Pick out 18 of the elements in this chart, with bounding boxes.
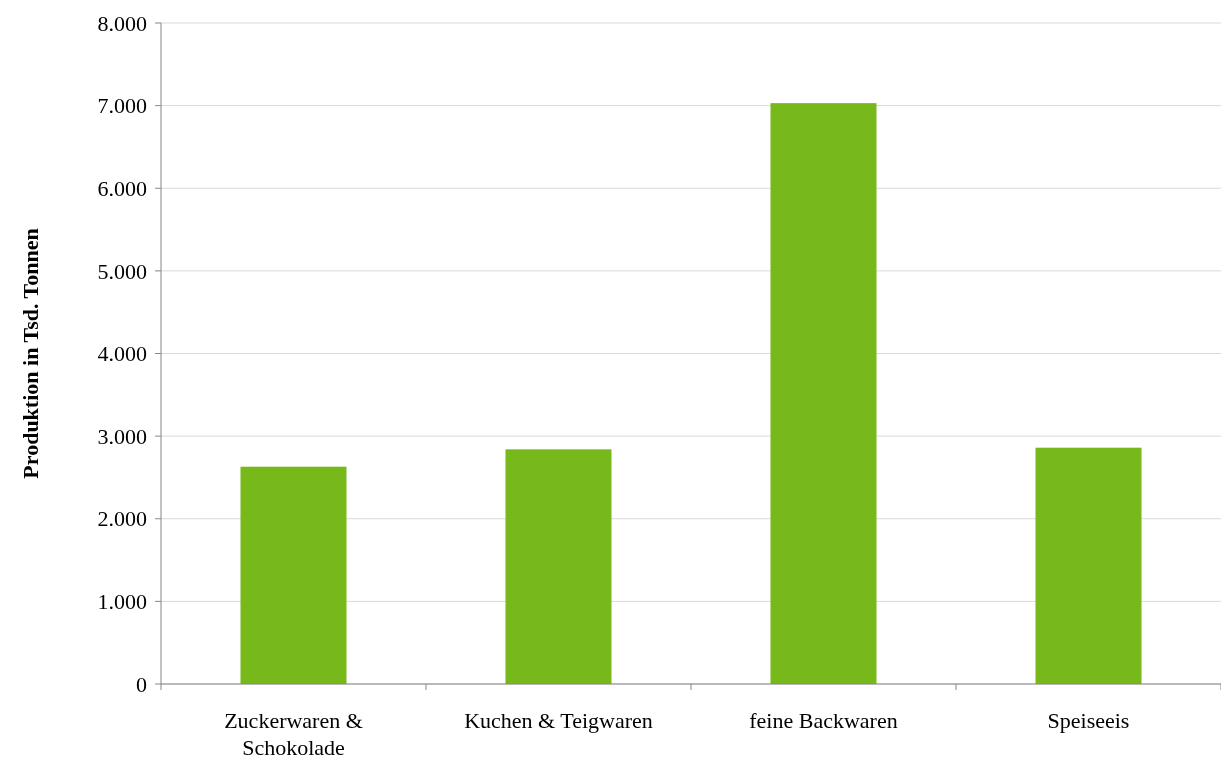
x-tick-label: Speiseeis	[1047, 708, 1130, 733]
bar	[240, 466, 347, 684]
bar	[1035, 447, 1142, 684]
y-tick-label: 2.000	[97, 506, 147, 532]
y-axis-title: Produktion in Tsd. Tonnen	[17, 228, 43, 479]
x-tick-label: Zuckerwaren & Schokolade	[224, 708, 363, 760]
y-tick-label: 3.000	[97, 423, 147, 449]
y-tick-label: 4.000	[97, 341, 147, 367]
y-tick-label: 7.000	[97, 93, 147, 119]
bar	[505, 449, 612, 684]
x-tick-label: Kuchen & Teigwaren	[464, 708, 653, 733]
x-tick-label: feine Backwaren	[749, 708, 898, 733]
bar	[770, 103, 877, 684]
y-tick-label: 1.000	[97, 589, 147, 615]
y-tick-label: 6.000	[97, 175, 147, 201]
y-tick-label: 5.000	[97, 258, 147, 284]
y-tick-label: 0	[136, 671, 147, 697]
y-tick-label: 8.000	[97, 10, 147, 36]
